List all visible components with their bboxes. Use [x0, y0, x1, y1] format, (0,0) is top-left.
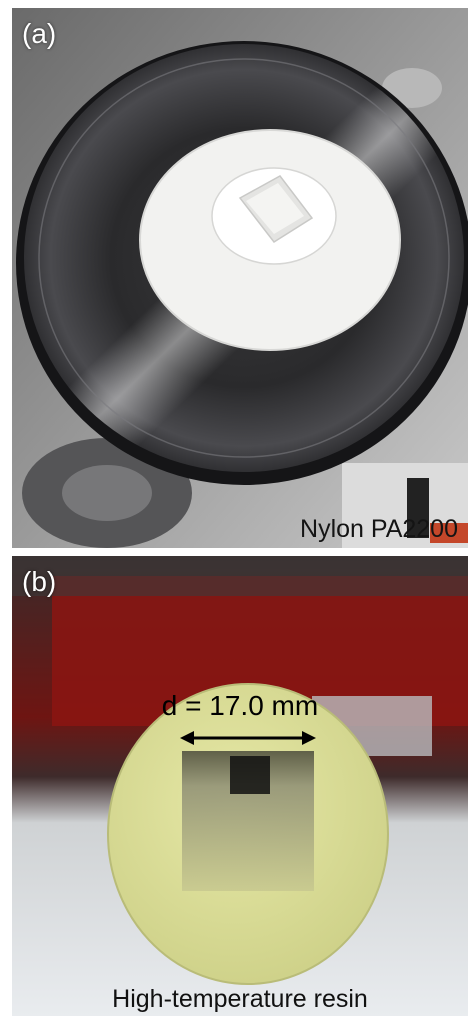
panel-b-label: (b)	[22, 566, 57, 597]
resin-disk-photo	[12, 556, 468, 1016]
panel-a-photo: (a) Nylon PA2200	[12, 8, 468, 548]
dimension-label: d = 17.0 mm	[161, 690, 319, 721]
flange-photo	[12, 8, 468, 548]
panel-b-photo: (b) d = 17.0 mm High-temperature resin	[12, 556, 468, 1016]
panel-b-caption: High-temperature resin	[112, 985, 368, 1013]
panel-a-label: (a)	[22, 18, 57, 49]
panel-a-caption: Nylon PA2200	[300, 515, 458, 543]
